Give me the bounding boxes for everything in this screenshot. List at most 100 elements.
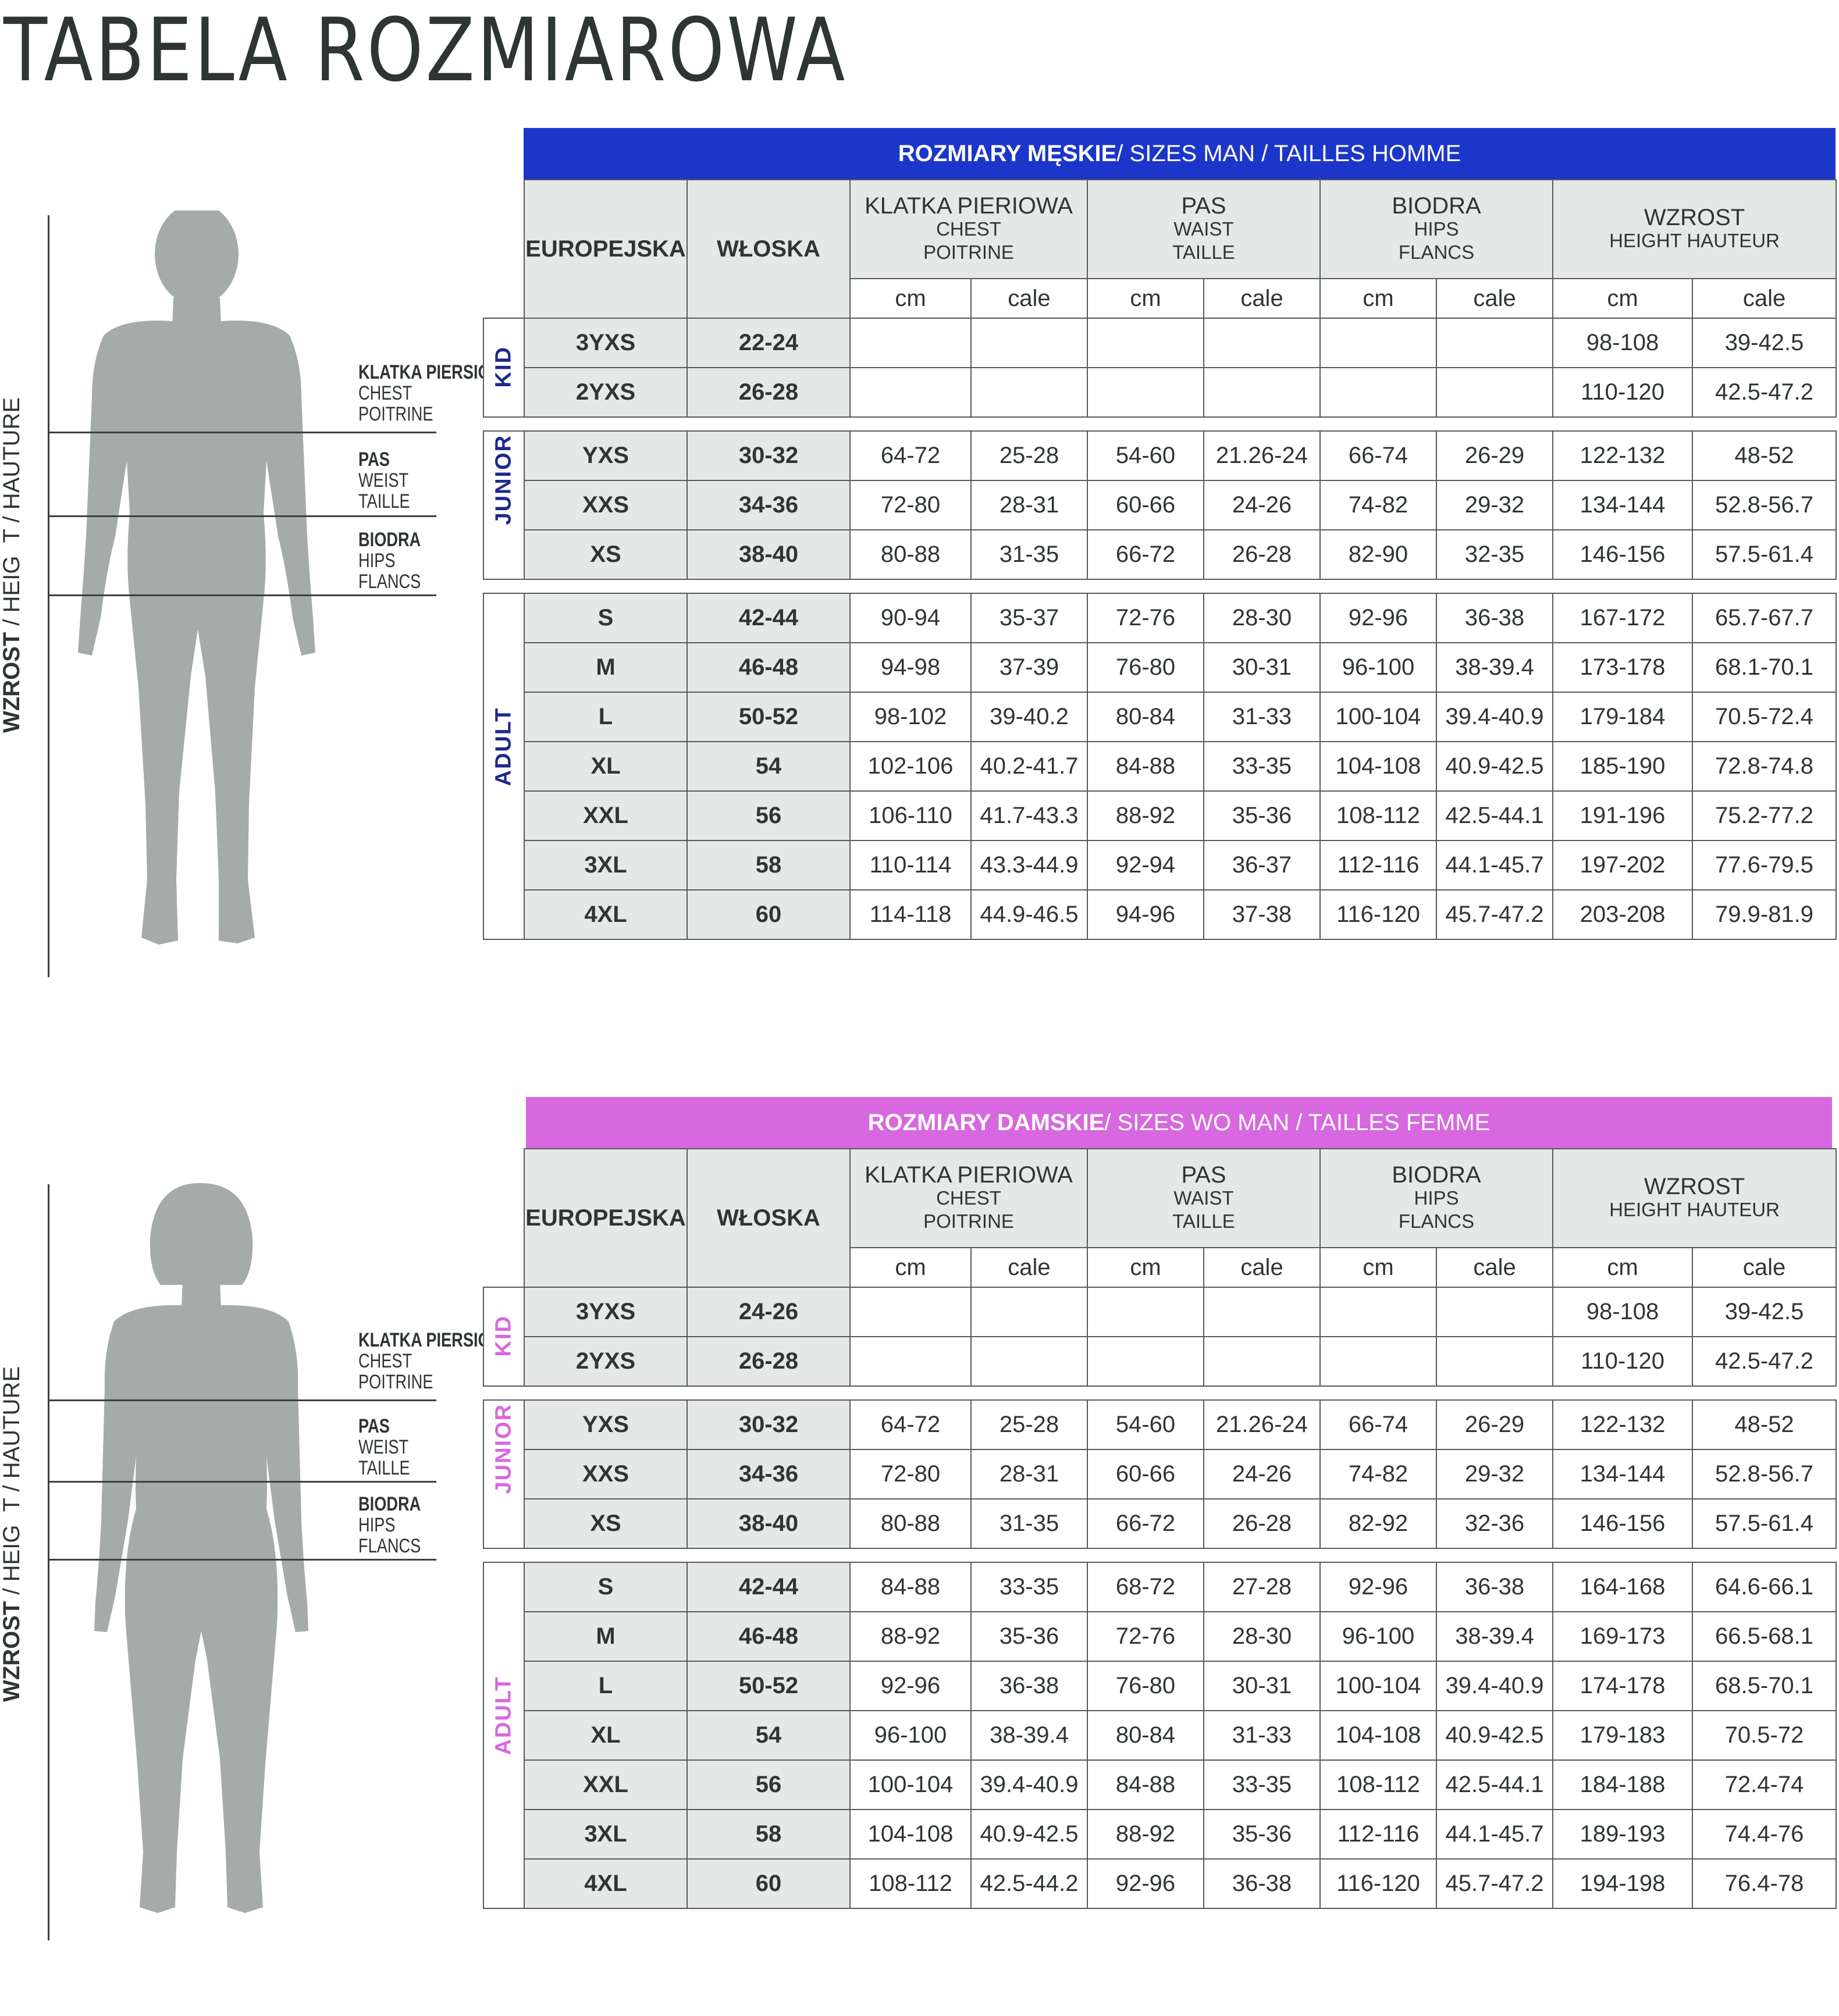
measure-cell: 42.5-47.2 xyxy=(1692,1336,1837,1387)
female-body-figure xyxy=(94,1183,308,1913)
eu-size-cell: XS xyxy=(524,1498,688,1549)
measure-cell: 27-28 xyxy=(1203,1562,1321,1612)
hips-label-main: BIODRA xyxy=(358,1493,421,1515)
measure-cell: 24-26 xyxy=(1203,480,1321,530)
measure-cell: 66-72 xyxy=(1087,529,1204,580)
measure-cell xyxy=(849,367,972,418)
it-size-cell: 38-40 xyxy=(686,1498,851,1549)
measure-cell: 42.5-44.2 xyxy=(970,1858,1088,1909)
measure-cell: 64-72 xyxy=(849,1399,972,1450)
adult-category-text: ADULT xyxy=(491,1676,516,1755)
eu-size-cell: XXS xyxy=(524,480,688,530)
waist-label-en: WEIST xyxy=(358,469,409,491)
measure-cell: 68.1-70.1 xyxy=(1692,642,1837,693)
height-label-sep: / HEIG xyxy=(0,555,24,632)
measure-cell xyxy=(970,318,1088,368)
it-size-cell: 58 xyxy=(686,840,851,891)
table-row: L 50-52 92-96 36-38 76-80 30-31 100-104 39.4-40… xyxy=(483,1661,1837,1711)
measure-cell: 31-33 xyxy=(1203,1710,1321,1761)
measure-cell: 28-30 xyxy=(1203,593,1321,643)
measure-cell xyxy=(970,367,1088,418)
measure-cell: 33-35 xyxy=(1203,741,1321,792)
measure-cell: 72-76 xyxy=(1087,593,1204,643)
hips-label-main: BIODRA xyxy=(358,529,421,551)
it-size-cell: 50-52 xyxy=(686,1661,851,1711)
measure-cell: 70.5-72.4 xyxy=(1692,692,1837,742)
eu-size-cell: L xyxy=(524,692,688,742)
measure-cell xyxy=(1319,1336,1438,1387)
waist-label-en: WEIST xyxy=(358,1436,409,1458)
eu-size-cell: 3XL xyxy=(524,840,688,891)
it-size-cell: 42-44 xyxy=(686,1562,851,1612)
measure-cell: 36-38 xyxy=(1203,1858,1321,1909)
eu-size-cell: 3XL xyxy=(524,1809,688,1860)
measure-cell xyxy=(1436,1287,1554,1337)
measure-cell: 114-118 xyxy=(849,889,972,940)
unit-cale: cale xyxy=(1692,278,1837,319)
table-row: XS 38-40 80-88 31-35 66-72 26-28 82-92 32-36 146… xyxy=(483,1498,1837,1549)
men-size-table: EUROPEJSKA WŁOSKA KLATKA PIERIOWA CHEST PO… xyxy=(483,179,1837,940)
hips-label-fr: FLANCS xyxy=(358,1535,421,1557)
eu-size-cell: S xyxy=(524,1562,688,1612)
measure-cell: 96-100 xyxy=(849,1710,972,1761)
women-col-it: WŁOSKA xyxy=(686,1148,851,1288)
it-size-cell: 24-26 xyxy=(686,1287,851,1337)
measure-cell: 146-156 xyxy=(1552,1498,1694,1549)
measure-cell: 48-52 xyxy=(1692,430,1837,481)
table-row: XS 38-40 80-88 31-35 66-72 26-28 82-90 32-35 146… xyxy=(483,529,1837,580)
measure-cell: 100-104 xyxy=(1319,692,1438,742)
measure-cell: 37-39 xyxy=(970,642,1088,693)
unit-cm: cm xyxy=(1552,1247,1694,1288)
measure-cell: 68-72 xyxy=(1087,1562,1204,1612)
men-group-height: WZROST HEIGHT HAUTEUR xyxy=(1552,179,1837,279)
measure-cell xyxy=(1087,1287,1204,1337)
measure-cell: 108-112 xyxy=(1319,1759,1438,1810)
it-size-cell: 56 xyxy=(686,1759,851,1810)
measure-cell: 38-39.4 xyxy=(1436,642,1554,693)
measure-cell xyxy=(1436,1336,1554,1387)
eu-size-cell: 3YXS xyxy=(524,1287,688,1337)
measure-cell: 72-80 xyxy=(849,480,972,530)
measure-cell: 122-132 xyxy=(1552,430,1694,481)
measure-cell: 80-88 xyxy=(849,1498,972,1549)
measure-cell: 39.4-40.9 xyxy=(1436,1661,1554,1711)
measure-cell: 174-178 xyxy=(1552,1661,1694,1711)
eu-size-cell: YXS xyxy=(524,430,688,481)
height-label-t: T / HAUTURE xyxy=(0,397,24,543)
measure-cell: 60-66 xyxy=(1087,480,1204,530)
measure-cell: 76.4-78 xyxy=(1692,1858,1837,1909)
measure-cell: 92-94 xyxy=(1087,840,1204,891)
junior-category-label: JUNIOR xyxy=(483,430,525,580)
measure-cell: 38-39.4 xyxy=(970,1710,1088,1761)
measure-cell: 64.6-66.1 xyxy=(1692,1562,1837,1612)
chest-line xyxy=(48,1399,436,1401)
measure-cell: 36-38 xyxy=(1436,1562,1554,1612)
waist-label-fr: TAILLE xyxy=(358,490,410,512)
hips-label: BIODRA HIPS FLANCS xyxy=(358,529,421,592)
measure-cell: 25-28 xyxy=(970,1399,1088,1450)
measure-cell xyxy=(1203,367,1321,418)
measure-cell: 21.26-24 xyxy=(1203,430,1321,481)
measure-cell: 179-183 xyxy=(1552,1710,1694,1761)
women-size-table: EUROPEJSKA WŁOSKA KLATKA PIERIOWA CHEST PO… xyxy=(483,1148,1837,1909)
measure-cell: 82-92 xyxy=(1319,1498,1438,1549)
height-label-main: WZROST xyxy=(0,632,24,733)
measure-cell: 116-120 xyxy=(1319,889,1438,940)
waist-line xyxy=(48,1481,436,1483)
measure-cell: 122-132 xyxy=(1552,1399,1694,1450)
measure-cell: 66-72 xyxy=(1087,1498,1204,1549)
waist-label-main: PAS xyxy=(358,448,390,471)
women-band-bold: ROZMIARY DAMSKIE xyxy=(867,1109,1105,1135)
eu-size-cell: 4XL xyxy=(524,1858,688,1909)
measure-cell: 98-108 xyxy=(1552,1287,1694,1337)
women-table-body: EUROPEJSKA WŁOSKA KLATKA PIERIOWA CHEST PO… xyxy=(483,1148,1837,1909)
chest-line xyxy=(48,432,436,433)
unit-cm: cm xyxy=(1319,278,1438,319)
measure-cell: 28-31 xyxy=(970,1449,1088,1499)
women-col-eu: EUROPEJSKA xyxy=(524,1148,688,1288)
table-row: ADULT S 42-44 90-94 35-37 72-76 28-30 92-96 36-3… xyxy=(483,593,1837,940)
measure-cell: 167-172 xyxy=(1552,593,1694,643)
table-row: KID 3YXS 24-26 98-108 39-42.5 xyxy=(483,1287,1837,1387)
kid-category-label: KID xyxy=(483,318,525,418)
table-row: XXS 34-36 72-80 28-31 60-66 24-26 74-82 29-32 13… xyxy=(483,480,1837,530)
